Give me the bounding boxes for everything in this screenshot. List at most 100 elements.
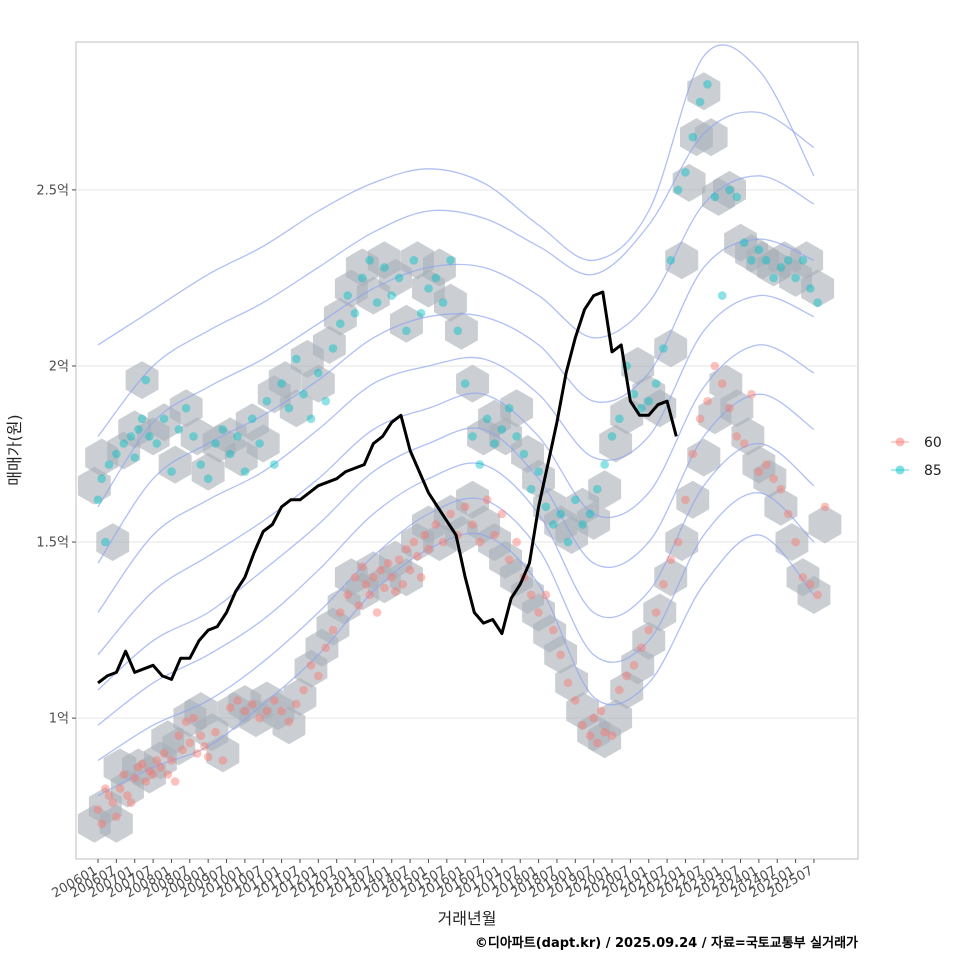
point-60 <box>651 608 661 617</box>
point-85 <box>666 255 676 265</box>
point-85 <box>615 414 624 424</box>
point-60 <box>163 770 173 779</box>
point-60 <box>460 502 470 512</box>
point-85 <box>350 308 360 318</box>
point-85 <box>233 432 242 441</box>
caption: ©디아파트(dapt.kr) / 2025.09.24 / 자료=국토교통부 실… <box>475 935 858 951</box>
y-axis: 1억 1.5억 2억 2.5억 <box>36 183 76 727</box>
y-tick-label: 2.5억 <box>36 183 69 198</box>
point-85 <box>336 319 345 329</box>
hex-bin <box>599 699 633 738</box>
hex-bin <box>390 558 423 597</box>
point-85 <box>262 396 272 406</box>
point-85 <box>126 432 136 441</box>
trend-line <box>97 290 678 685</box>
point-85 <box>104 460 114 469</box>
point-60 <box>350 573 360 582</box>
hex-bin <box>279 389 313 428</box>
point-60 <box>710 361 720 371</box>
point-60 <box>141 777 151 786</box>
point-85 <box>152 439 162 448</box>
hex-bin <box>169 389 203 428</box>
point-85 <box>754 245 764 255</box>
point-60 <box>409 537 419 547</box>
hex-bin <box>643 389 677 428</box>
point-60 <box>380 583 389 593</box>
point-60 <box>475 537 485 547</box>
point-60 <box>688 449 698 459</box>
point-85 <box>747 255 756 265</box>
point-60 <box>504 555 514 564</box>
point-85 <box>703 80 712 89</box>
density-contour <box>97 294 815 613</box>
point-60 <box>446 509 455 519</box>
point-60 <box>695 414 705 424</box>
point-60 <box>615 685 624 695</box>
point-85 <box>189 432 198 441</box>
point-85 <box>438 298 448 307</box>
point-60 <box>119 770 128 779</box>
point-60 <box>247 699 257 709</box>
point-60 <box>137 759 147 769</box>
point-60 <box>783 509 793 519</box>
point-60 <box>420 530 430 540</box>
point-85 <box>387 291 397 300</box>
point-85 <box>534 467 543 476</box>
point-60 <box>585 731 595 740</box>
point-85 <box>247 414 257 424</box>
point-60 <box>376 565 386 575</box>
point-60 <box>725 403 734 413</box>
point-85 <box>549 520 558 529</box>
point-85 <box>607 432 617 441</box>
hex-bin <box>99 804 133 843</box>
hex-bin <box>687 72 721 111</box>
point-85 <box>424 284 433 293</box>
point-85 <box>299 389 308 399</box>
point-60 <box>292 699 301 709</box>
point-60 <box>145 766 154 776</box>
point-60 <box>112 812 121 821</box>
hex-bin <box>687 438 721 477</box>
point-85 <box>578 520 587 529</box>
point-85 <box>769 273 778 283</box>
point-85 <box>225 449 235 459</box>
point-85 <box>211 439 220 448</box>
point-60 <box>203 752 213 762</box>
hex-bin <box>665 523 699 562</box>
legend-swatch-60 <box>895 437 905 447</box>
point-85 <box>343 291 353 300</box>
point-85 <box>101 537 110 547</box>
point-60 <box>398 580 408 589</box>
point-60 <box>185 738 195 748</box>
point-85 <box>637 403 646 413</box>
point-60 <box>431 520 441 529</box>
point-60 <box>589 713 598 723</box>
point-60 <box>181 717 191 726</box>
point-85 <box>453 326 463 336</box>
hex-bin <box>323 297 357 336</box>
point-60 <box>578 720 587 730</box>
hex-bin <box>654 329 688 368</box>
density-contour <box>97 492 815 761</box>
point-60 <box>167 756 176 765</box>
density-contour <box>97 44 815 346</box>
point-60 <box>387 573 397 582</box>
hex-bins <box>77 72 842 843</box>
point-60 <box>482 495 492 505</box>
y-tick-label: 1.5억 <box>36 536 69 551</box>
point-60 <box>225 703 235 712</box>
point-85 <box>145 432 154 441</box>
point-60 <box>769 474 778 484</box>
point-60 <box>629 661 639 670</box>
hex-bin <box>654 558 688 597</box>
point-60 <box>372 608 382 617</box>
density-contour <box>97 344 815 656</box>
density-contour <box>97 238 815 564</box>
point-60 <box>299 685 308 695</box>
point-60 <box>134 763 143 772</box>
point-60 <box>416 573 426 582</box>
point-85 <box>519 449 529 459</box>
density-contours <box>97 44 815 797</box>
point-60 <box>806 580 815 589</box>
point-60 <box>666 555 676 564</box>
